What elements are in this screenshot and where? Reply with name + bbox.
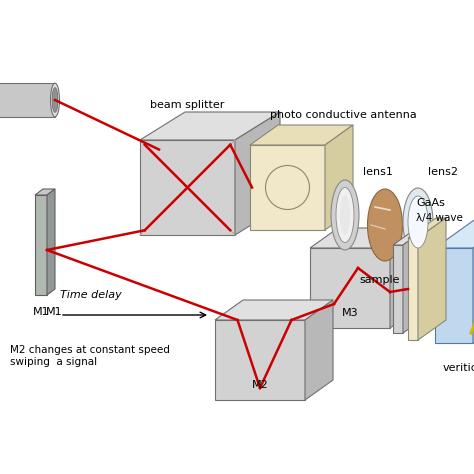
Ellipse shape — [336, 188, 354, 243]
Ellipse shape — [367, 189, 402, 261]
Text: sample: sample — [360, 275, 400, 285]
Polygon shape — [393, 225, 431, 245]
Text: lens1: lens1 — [363, 167, 393, 177]
Polygon shape — [408, 238, 418, 340]
Ellipse shape — [403, 188, 433, 256]
Polygon shape — [140, 140, 235, 235]
Polygon shape — [250, 125, 353, 145]
Text: Time delay: Time delay — [60, 290, 122, 300]
Polygon shape — [35, 189, 55, 195]
Polygon shape — [35, 195, 47, 295]
Text: veritic: veritic — [443, 363, 474, 373]
Text: M1: M1 — [46, 307, 63, 317]
Polygon shape — [435, 218, 474, 248]
Polygon shape — [390, 228, 418, 328]
Polygon shape — [215, 320, 305, 400]
Polygon shape — [325, 125, 353, 230]
Polygon shape — [305, 300, 333, 400]
Ellipse shape — [408, 196, 428, 248]
Ellipse shape — [51, 83, 60, 117]
Text: GaAs: GaAs — [416, 198, 445, 208]
Ellipse shape — [52, 88, 58, 112]
Text: lens2: lens2 — [428, 167, 458, 177]
Text: M2: M2 — [252, 380, 268, 390]
Polygon shape — [408, 218, 446, 238]
Polygon shape — [215, 300, 333, 320]
Polygon shape — [0, 83, 55, 117]
Ellipse shape — [340, 195, 350, 235]
Text: M1: M1 — [33, 307, 49, 317]
Text: M3: M3 — [342, 308, 358, 318]
Polygon shape — [435, 248, 473, 343]
Text: M2 changes at constant speed
swiping  a signal: M2 changes at constant speed swiping a s… — [10, 345, 170, 366]
Text: beam splitter: beam splitter — [150, 100, 225, 110]
Polygon shape — [310, 248, 390, 328]
Polygon shape — [403, 225, 431, 333]
Text: λ/4 wave: λ/4 wave — [416, 213, 463, 223]
Polygon shape — [473, 218, 474, 343]
Polygon shape — [235, 112, 280, 235]
Text: photo conductive antenna: photo conductive antenna — [270, 110, 417, 120]
Polygon shape — [310, 228, 418, 248]
Polygon shape — [47, 189, 55, 295]
Polygon shape — [393, 245, 403, 333]
Circle shape — [265, 165, 310, 210]
Polygon shape — [250, 145, 325, 230]
Polygon shape — [140, 112, 280, 140]
Polygon shape — [418, 218, 446, 340]
Ellipse shape — [331, 180, 359, 250]
